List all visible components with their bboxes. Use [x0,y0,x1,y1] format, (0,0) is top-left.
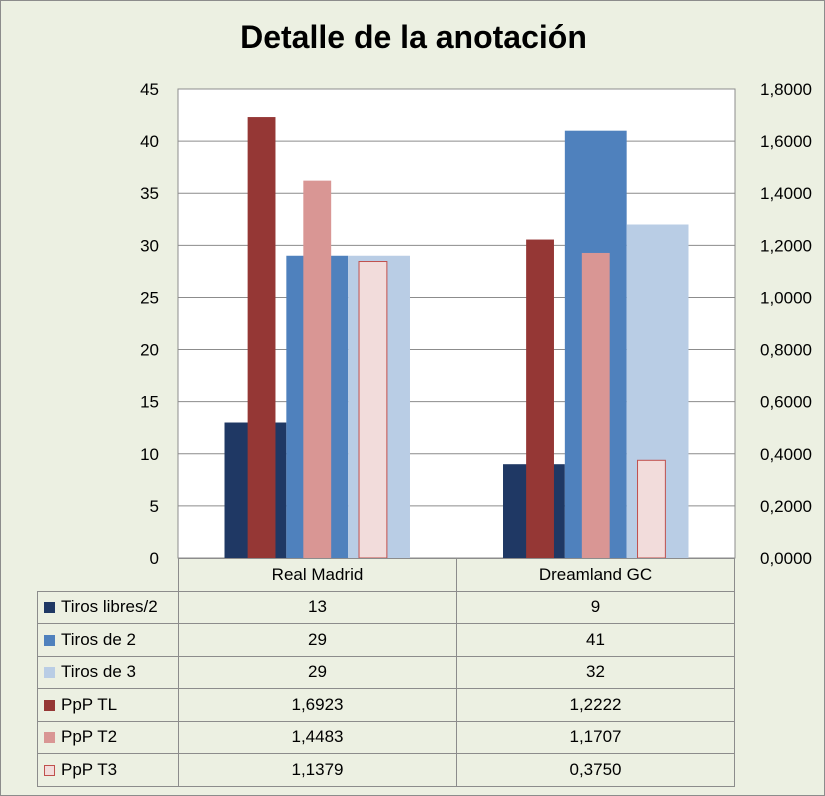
table-row: PpP T3 1,1379 0,3750 [37,753,735,787]
category-label: Real Madrid [178,558,457,592]
y-right-tick-label: 1,8000 [760,80,812,99]
bar [358,261,388,559]
bar [247,117,276,559]
y-left-tick-label: 20 [140,341,159,360]
legend-swatch [44,634,55,646]
y-left-tick-label: 40 [140,132,159,151]
y-left-tick-label: 0 [150,549,159,568]
legend-swatch [44,602,55,614]
table-row: PpP T2 1,4483 1,1707 [37,720,735,754]
table-header-row: Real Madrid Dreamland GC [38,558,735,592]
data-table: Real Madrid Dreamland GC Tiros libres/2 13 9… [37,558,735,787]
y-right-tick-label: 1,4000 [760,184,812,203]
bar [581,252,610,559]
data-cell: 1,4483 [178,720,457,754]
table-row: Tiros de 2 29 41 [37,623,735,657]
y-left-tick-label: 10 [140,445,159,464]
y-left-tick-label: 35 [140,184,159,203]
legend-entry: PpP TL [37,688,179,722]
data-cell: 1,2222 [456,688,735,722]
y-left-tick-label: 15 [140,393,159,412]
y-right-tick-label: 1,2000 [760,236,812,255]
bar [526,239,554,558]
data-cell: 9 [456,590,735,624]
y-left-tick-label: 5 [150,497,159,516]
legend-swatch [44,764,55,776]
data-cell: 32 [456,655,735,689]
y-right-tick-label: 0,8000 [760,341,812,360]
y-left-tick-label: 25 [140,288,159,307]
legend-swatch [44,699,55,711]
data-cell: 0,3750 [456,753,735,787]
y-right-tick-label: 0,4000 [760,445,812,464]
y-left-tick-label: 30 [140,236,159,255]
y-right-tick-label: 0,6000 [760,393,812,412]
table-row: Tiros de 3 29 32 [37,655,735,689]
data-cell: 29 [178,623,457,657]
table-row: PpP TL 1,6923 1,2222 [37,688,735,722]
y-right-tick-label: 1,6000 [760,132,812,151]
legend-entry: PpP T2 [37,720,179,754]
data-cell: 13 [178,590,457,624]
y-right-tick-label: 1,0000 [760,288,812,307]
series-name: Tiros libres/2 [61,597,158,617]
category-label: Dreamland GC [456,558,735,592]
series-name: Tiros de 2 [61,629,136,649]
data-cell: 41 [456,623,735,657]
legend-entry: Tiros libres/2 [37,590,179,624]
bar [303,180,332,558]
data-cell: 1,1379 [178,753,457,787]
data-cell: 1,1707 [456,720,735,754]
bar [637,459,666,559]
series-name: PpP T3 [61,759,118,779]
y-right-tick-label: 0,2000 [760,497,812,516]
series-name: PpP T2 [61,727,118,747]
table-row: Tiros libres/2 13 9 [37,590,735,624]
legend-entry: Tiros de 2 [37,623,179,657]
chart-title: Detalle de la anotación [240,19,587,55]
legend-swatch [44,667,55,679]
y-left-tick-label: 45 [140,80,159,99]
series-name: PpP TL [61,694,118,714]
legend-entry: Tiros de 3 [37,655,179,689]
data-cell: 29 [178,655,457,689]
legend-entry: PpP T3 [37,753,179,787]
data-cell: 1,6923 [178,688,457,722]
table-corner [38,559,179,592]
legend-swatch [44,732,55,744]
y-right-tick-label: 0,0000 [760,549,812,568]
series-name: Tiros de 3 [61,662,136,682]
